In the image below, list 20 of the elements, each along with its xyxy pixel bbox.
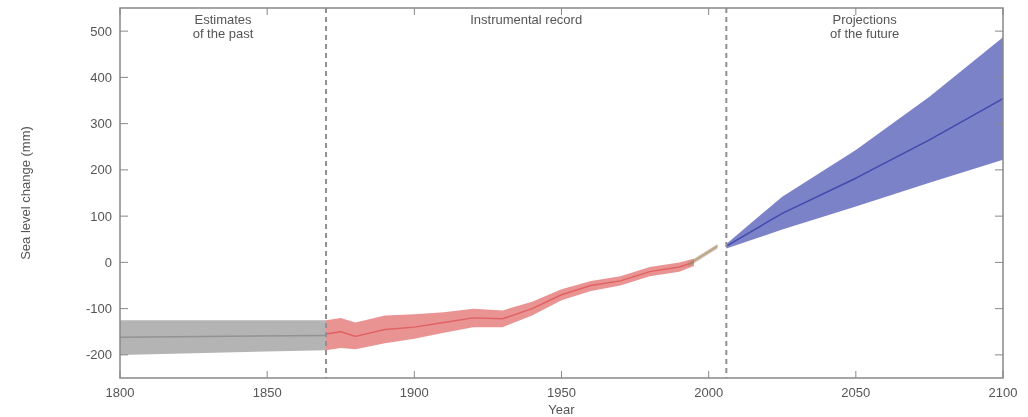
y-tick-label: 300 [90, 116, 112, 132]
annotation: Instrumental record [470, 12, 583, 27]
annotation: Estimates of the past [192, 12, 254, 41]
x-axis-title: Year [548, 402, 576, 417]
x-tick-label: 2050 [841, 385, 871, 400]
x-tick-label: 1950 [547, 385, 576, 400]
x-tick-label: 1800 [105, 385, 135, 400]
y-tick-label: 400 [90, 69, 112, 85]
x-tick-label: 2000 [694, 385, 724, 400]
x-tick-label: 2100 [988, 385, 1018, 400]
y-axis-title: Sea level change (mm) [18, 126, 33, 260]
x-tick-label: 1850 [252, 385, 282, 400]
x-tick-label: 1900 [399, 385, 429, 400]
y-tick-label: -100 [85, 301, 112, 317]
y-tick-label: 200 [90, 162, 112, 178]
annotation: Projections of the future [829, 12, 900, 41]
y-tick-label: 500 [90, 23, 112, 39]
y-tick-label: 0 [104, 254, 112, 270]
y-tick-label: -200 [85, 347, 112, 363]
y-tick-label: 100 [90, 208, 112, 224]
